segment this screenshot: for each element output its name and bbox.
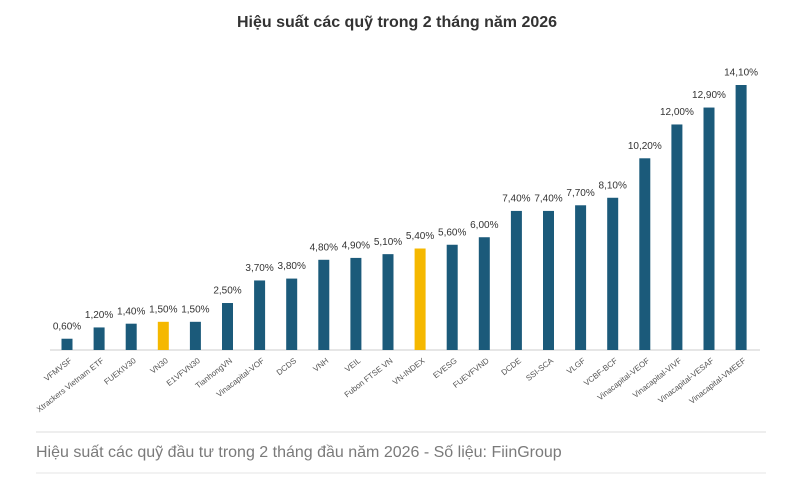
bar [382, 254, 394, 350]
value-label: 5,10% [374, 237, 402, 248]
caption: Hiệu suất các quỹ đầu tư trong 2 tháng đ… [36, 444, 562, 461]
bar [414, 248, 426, 350]
x-tick-label: VLGF [565, 356, 587, 376]
value-label: 10,20% [628, 141, 662, 152]
value-label: 5,40% [406, 231, 434, 242]
value-label: 3,70% [245, 263, 273, 274]
bar [286, 278, 298, 350]
value-label: 2,50% [213, 286, 241, 297]
value-label: 4,90% [342, 241, 370, 252]
bar [61, 338, 73, 350]
bar [575, 205, 587, 350]
bar [607, 197, 619, 350]
value-label: 7,40% [502, 194, 530, 205]
x-tick-label: VN30 [149, 356, 171, 376]
value-label: 5,60% [438, 227, 466, 238]
value-label: 14,10% [724, 68, 758, 79]
x-tick-label: VNH [311, 356, 330, 374]
bar [478, 237, 490, 350]
bar [639, 158, 651, 350]
x-tick-label: Vinacapital-VESAF [656, 356, 715, 405]
bar [671, 124, 683, 351]
x-tick-label: EVESG [431, 356, 458, 380]
value-label: 12,90% [692, 90, 726, 101]
x-tick-label: Vinacapital-VMEEF [688, 356, 748, 406]
value-label: 4,80% [310, 242, 338, 253]
bar [735, 85, 747, 350]
value-label: 12,00% [660, 107, 694, 118]
bar [703, 107, 715, 350]
x-tick-label: DCDS [275, 356, 298, 377]
x-tick-label: FUEKIV30 [102, 356, 138, 387]
bar [350, 257, 362, 350]
x-tick-label: VEIL [343, 356, 363, 374]
bar [543, 210, 554, 350]
value-label: 8,10% [599, 180, 627, 191]
value-label: 7,40% [534, 194, 562, 205]
bar [318, 259, 330, 350]
value-label: 3,80% [278, 261, 306, 272]
value-label: 1,50% [181, 304, 209, 315]
bar [125, 323, 137, 350]
bar [189, 321, 201, 350]
value-label: 1,40% [117, 306, 145, 317]
bar [510, 210, 522, 350]
bar [222, 303, 233, 350]
value-label: 1,50% [149, 304, 177, 315]
bar [157, 321, 169, 350]
value-label: 0,60% [53, 321, 81, 332]
bar [93, 327, 105, 350]
x-tick-label: VN-INDEX [391, 356, 427, 387]
x-tick-label: SSI-SCA [524, 356, 555, 383]
bar [446, 244, 458, 350]
x-tick-label: FUEVFVND [451, 356, 491, 390]
bar [254, 280, 266, 350]
x-tick-label: DCDE [500, 356, 523, 377]
value-label: 1,20% [85, 310, 113, 321]
chart-title: Hiệu suất các quỹ trong 2 tháng năm 2026 [237, 14, 557, 31]
value-label: 6,00% [470, 220, 498, 231]
x-tick-label: VFMVSF [42, 356, 73, 383]
value-label: 7,70% [566, 188, 594, 199]
